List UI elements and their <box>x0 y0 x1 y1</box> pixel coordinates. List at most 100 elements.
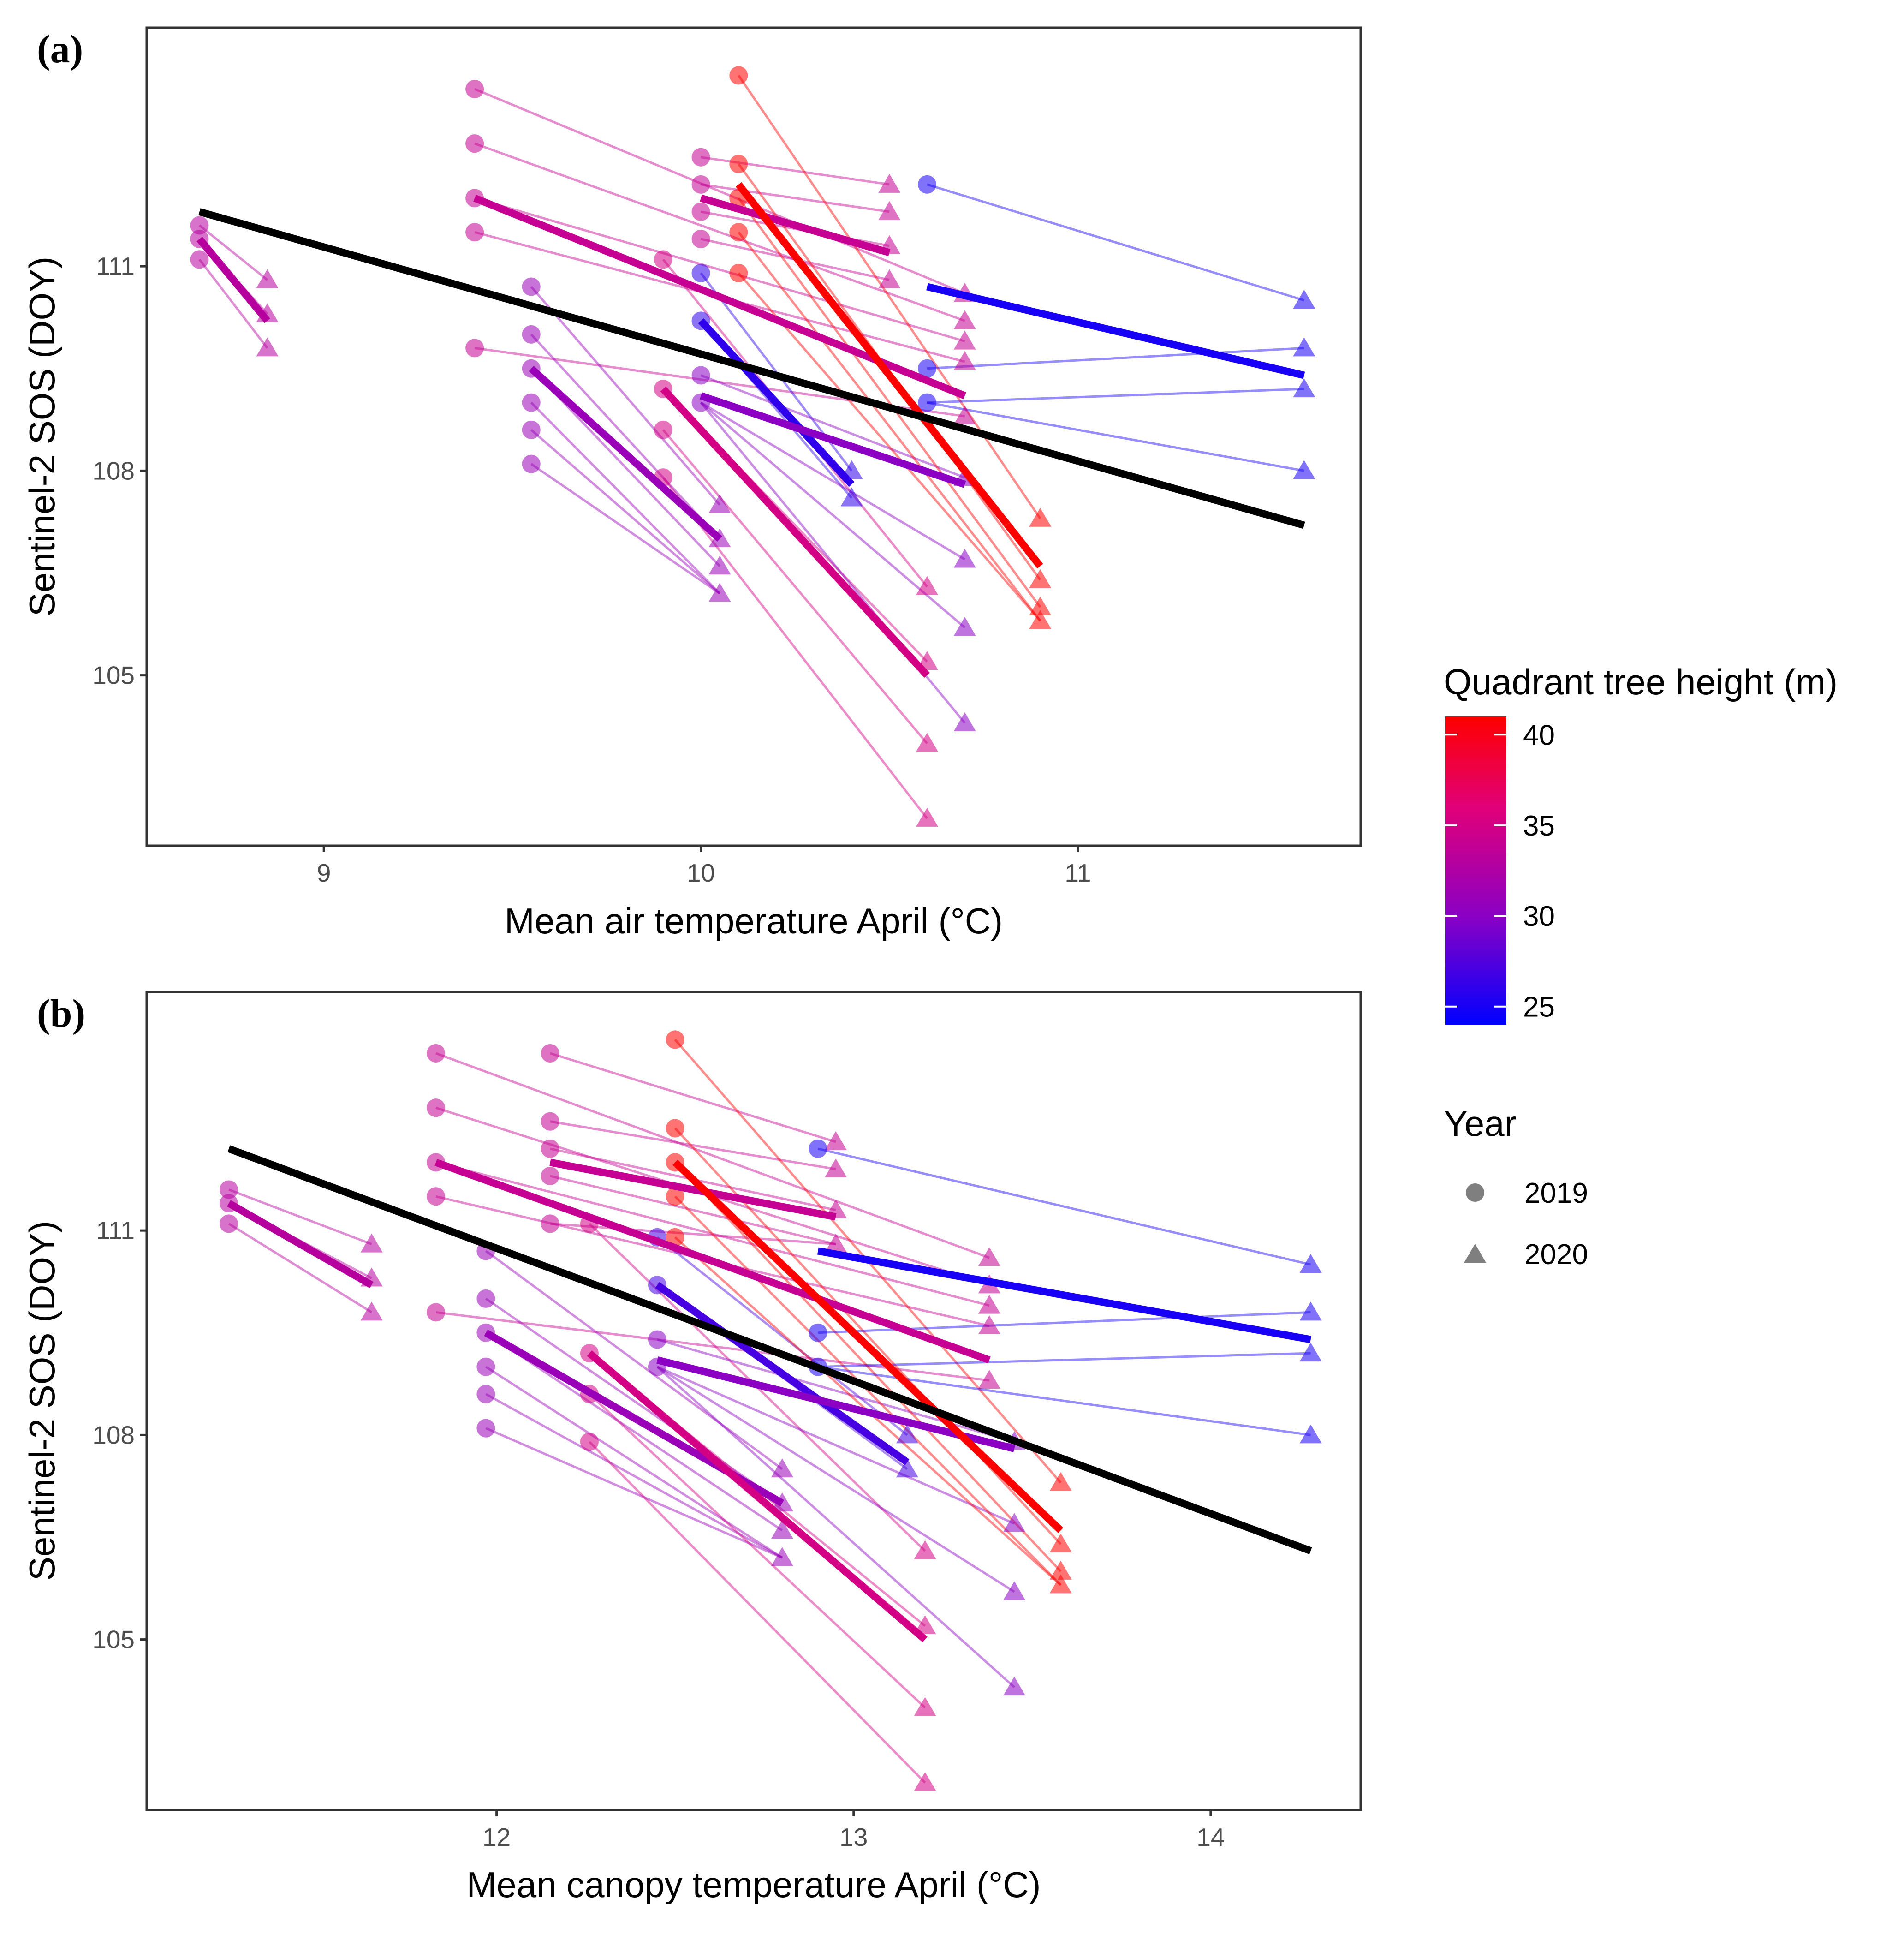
point-2020 <box>840 487 863 507</box>
series-line <box>550 1175 836 1246</box>
group-fit-line <box>698 318 855 487</box>
point-2019 <box>465 339 484 358</box>
point-2020 <box>916 576 938 595</box>
point-2020 <box>1049 1574 1072 1594</box>
series-line <box>530 286 721 506</box>
point-2020 <box>953 330 976 350</box>
panel-b-x-axis-title: Mean canopy temperature April (°C) <box>466 1864 1041 1905</box>
point-2020 <box>1293 378 1315 398</box>
point-2019 <box>809 1139 827 1158</box>
series-line <box>701 183 890 213</box>
panel-b: (b) 105 108 111 12 13 14 Mean canopy tempera… <box>22 991 1362 1905</box>
x-tick-label: 14 <box>1196 1823 1225 1851</box>
series-line <box>485 1250 783 1470</box>
series-line <box>530 334 721 540</box>
point-2020 <box>825 1131 847 1151</box>
point-2020 <box>953 617 976 636</box>
point-2020 <box>1003 1581 1026 1600</box>
point-2019 <box>666 1228 684 1247</box>
point-2020 <box>360 1301 383 1321</box>
point-2020 <box>978 1370 1000 1389</box>
point-2020 <box>1049 1472 1072 1491</box>
point-2019 <box>729 263 748 282</box>
point-2019 <box>691 175 710 194</box>
point-2019 <box>691 148 710 167</box>
panel-b-plot-area <box>220 1030 1322 1791</box>
point-2020 <box>708 583 731 602</box>
series-line <box>738 197 1041 608</box>
point-2019 <box>809 1323 827 1342</box>
series-line <box>435 1161 990 1307</box>
point-2019 <box>220 1180 238 1199</box>
group-fit-line <box>817 1247 1312 1343</box>
group-fit-line <box>672 1159 1064 1534</box>
series-line <box>474 142 965 322</box>
point-2019 <box>522 420 541 439</box>
series-line <box>818 1352 1311 1368</box>
colorbar-tick-label: 25 <box>1523 991 1555 1023</box>
group-fit-line <box>926 283 1305 379</box>
point-2020 <box>1029 610 1052 629</box>
y-tick-label: 108 <box>92 1421 135 1449</box>
point-2020 <box>953 549 976 568</box>
series-line <box>927 346 1304 370</box>
point-2019 <box>541 1214 559 1233</box>
point-2020 <box>1003 1677 1026 1696</box>
series-line <box>485 1427 783 1559</box>
point-2019 <box>541 1139 559 1158</box>
series-line <box>198 258 268 349</box>
series-line <box>927 401 1304 472</box>
point-2019 <box>220 1214 238 1233</box>
panel-a-x-ticks: 9 10 11 <box>317 846 1091 887</box>
point-2019 <box>522 454 541 473</box>
y-tick-label: 105 <box>92 1625 135 1654</box>
point-2020 <box>914 1615 936 1635</box>
height-colorbar <box>1445 716 1506 1025</box>
x-tick-label: 12 <box>482 1823 511 1851</box>
point-2020 <box>256 337 279 357</box>
point-2019 <box>190 250 209 269</box>
series-line <box>435 1311 990 1382</box>
point-2019 <box>691 230 710 249</box>
year-legend: Year 2019 2020 <box>1444 1103 1588 1271</box>
point-2020 <box>825 1158 847 1178</box>
panel-a-label: (a) <box>37 27 83 71</box>
series-line <box>589 1441 926 1784</box>
series-line <box>656 1366 1015 1593</box>
point-2019 <box>476 1357 495 1376</box>
group-fit-line <box>736 182 1043 569</box>
point-2019 <box>476 1289 495 1308</box>
colorbar-tick-label: 30 <box>1523 901 1555 932</box>
point-2020 <box>1299 1301 1322 1321</box>
series-line <box>700 374 965 479</box>
point-2020 <box>1029 569 1052 588</box>
series-line <box>662 477 928 819</box>
series-line <box>738 272 1041 622</box>
x-tick-label: 10 <box>687 859 715 887</box>
point-2019 <box>648 1330 666 1349</box>
y-tick-label: 108 <box>92 456 135 485</box>
point-2020 <box>978 1295 1000 1314</box>
legend-2019-label: 2019 <box>1524 1177 1588 1209</box>
group-fit-line <box>700 392 966 488</box>
point-2020 <box>1293 290 1315 309</box>
point-2020 <box>1003 1513 1026 1532</box>
y-tick-label: 111 <box>96 252 135 281</box>
point-2020 <box>916 807 938 827</box>
point-2020 <box>914 1772 936 1791</box>
point-2019 <box>522 325 541 344</box>
point-2019 <box>918 359 936 378</box>
point-2020 <box>256 269 279 288</box>
series-line <box>228 1223 373 1313</box>
series-line <box>474 197 965 343</box>
series-line <box>927 388 1304 404</box>
point-2020 <box>916 733 938 752</box>
group-fit-line <box>655 1282 910 1466</box>
year-legend-title: Year <box>1444 1103 1517 1144</box>
point-2019 <box>691 366 710 385</box>
panel-b-label: (b) <box>37 991 85 1035</box>
point-2020 <box>978 1315 1000 1334</box>
point-2019 <box>476 1385 495 1403</box>
series-line <box>656 1366 1015 1688</box>
group-fit-line <box>660 386 930 678</box>
